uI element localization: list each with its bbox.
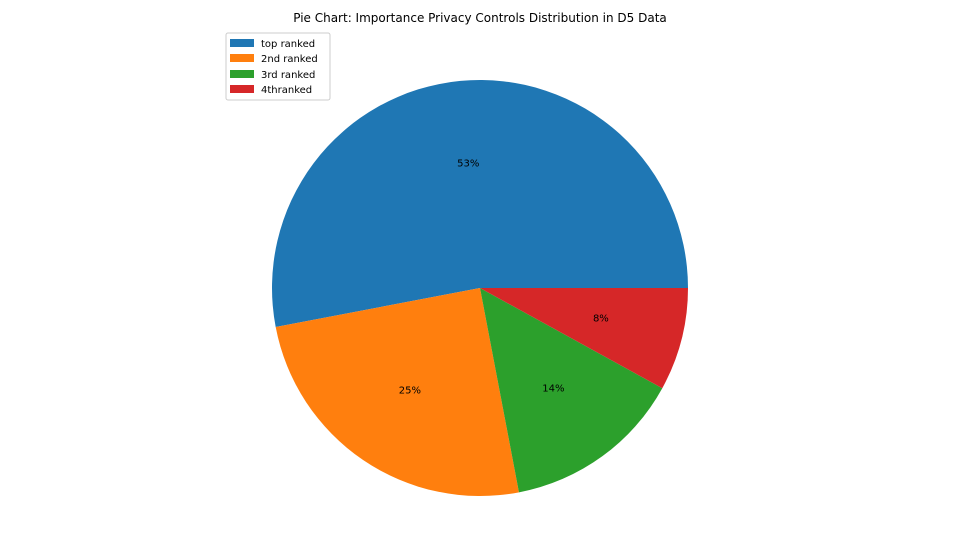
- legend: top ranked 2nd ranked 3rd ranked 4thrank…: [225, 32, 331, 101]
- legend-swatch: [230, 39, 254, 47]
- pie-percent-label: 25%: [399, 386, 421, 397]
- legend-label: 3rd ranked: [261, 70, 315, 81]
- pie-percent-labels: 53% 25% 14% 8%: [399, 158, 609, 396]
- legend-entry-4thranked: 4thranked: [230, 85, 312, 96]
- legend-label: 4thranked: [261, 85, 312, 96]
- legend-entry-2nd-ranked: 2nd ranked: [230, 54, 318, 65]
- chart-title: Pie Chart: Importance Privacy Controls D…: [293, 11, 667, 25]
- pie-slice-top-ranked: [272, 80, 688, 327]
- pie-slice-2nd-ranked: [275, 288, 519, 496]
- legend-frame: [225, 32, 331, 101]
- legend-label: top ranked: [261, 39, 315, 50]
- legend-swatch: [230, 54, 254, 62]
- legend-entry-3rd-ranked: 3rd ranked: [230, 70, 315, 81]
- pie-slice-3rd-ranked: [480, 288, 663, 493]
- pie-percent-label: 8%: [593, 314, 609, 325]
- legend-label: 2nd ranked: [261, 54, 318, 65]
- pie-slice-4thranked: [480, 288, 688, 389]
- legend-swatch: [230, 85, 254, 93]
- pie-percent-label: 14%: [542, 383, 564, 394]
- pie-slices: [272, 80, 688, 496]
- legend-swatch: [230, 70, 254, 78]
- legend-entry-top-ranked: top ranked: [230, 39, 315, 50]
- pie-percent-label: 53%: [457, 158, 479, 169]
